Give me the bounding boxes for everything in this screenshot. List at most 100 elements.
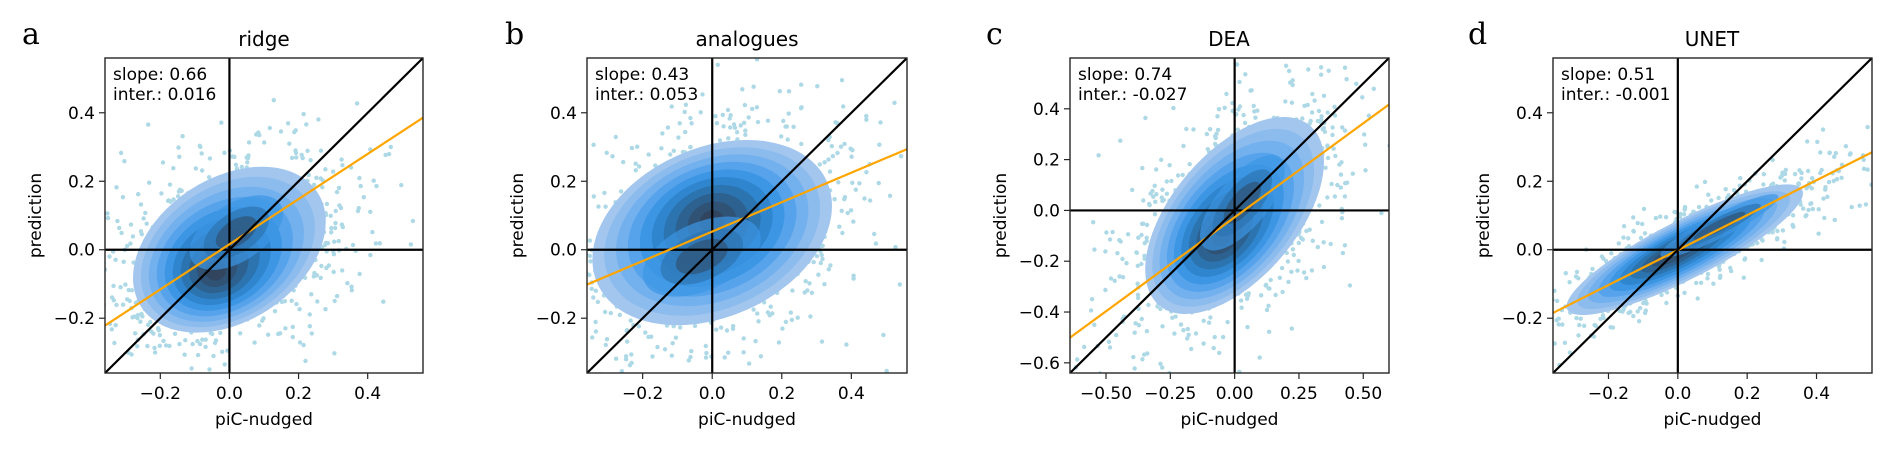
scatter-point [290,324,295,330]
scatter-point [91,339,95,343]
scatter-point [1626,236,1631,241]
y-axis-label: prediction [508,173,528,258]
scatter-point [1642,310,1648,316]
scatter-point [799,82,804,87]
scatter-point [147,180,152,185]
panel-title: analogues [695,27,798,51]
scatter-point [129,352,134,357]
scatter-point [1493,323,1497,327]
scatter-point [876,180,881,186]
scatter-point [1755,240,1760,246]
scatter-point [1207,127,1213,132]
intercept-annotation: inter.: 0.053 [595,85,698,105]
scatter-point [826,267,831,272]
scatter-point [172,331,178,336]
scatter-point [853,187,858,192]
y-tick-label: 0.2 [1033,151,1060,171]
scatter-point [727,116,732,121]
scatter-point [357,175,362,181]
scatter-point [1643,298,1648,304]
scatter-point [130,234,136,239]
scatter-point [1304,228,1309,234]
scatter-point [1107,345,1113,350]
scatter-point [850,148,855,153]
scatter-point [1170,315,1175,320]
scatter-point [1849,204,1854,210]
scatter-point [203,337,208,342]
scatter-point [283,326,288,331]
scatter-point [345,281,350,286]
scatter-point [1181,143,1186,149]
scatter-point [1132,366,1137,371]
y-tick-label: 0.4 [1033,100,1060,120]
scatter-point [1770,157,1775,163]
scatter-point [617,312,622,318]
scatter-point [1832,154,1837,159]
scatter-point [731,122,737,127]
scatter-point [1342,65,1348,70]
scatter-point [349,284,354,289]
scatter-point [326,263,332,268]
scatter-point [1075,357,1080,362]
scatter-point [587,253,593,259]
scatter-point [751,307,756,312]
scatter-point [881,332,886,338]
scatter-point [892,100,897,106]
x-tick-label: 0.50 [1344,384,1382,404]
scatter-point [1139,232,1144,238]
scatter-point [629,352,634,357]
scatter-point [1193,331,1199,336]
scatter-point [180,134,185,139]
scatter-point [1658,214,1663,219]
scatter-point [809,290,815,295]
scatter-point [177,154,182,159]
scatter-point [289,155,295,161]
scatter-point [1321,93,1327,99]
scatter-point [1164,179,1170,184]
scatter-point [1823,187,1828,192]
scatter-point [1338,185,1344,190]
scatter-point [1134,250,1140,255]
scatter-point [325,241,331,246]
scatter-point [1206,320,1212,325]
x-tick-label: 0.4 [838,384,865,404]
scatter-point [1213,141,1218,147]
scatter-point [1834,177,1840,182]
scatter-point [340,163,345,168]
scatter-point [714,327,719,332]
scatter-point [1620,309,1625,314]
scatter-point [560,198,564,202]
scatter-point [1717,267,1722,272]
scatter-point [1103,287,1108,293]
scatter-point [1592,322,1597,328]
scatter-point [1300,237,1306,242]
scatter-point [1806,207,1811,213]
scatter-point [207,156,213,161]
scatter-point [726,350,731,355]
scatter-point [556,285,560,289]
scatter-point [220,349,225,354]
scatter-point [677,121,682,126]
x-axis-label: piC-nudged [1664,410,1762,430]
scatter-point [688,115,693,121]
scatter-point [1125,232,1131,237]
scatter-point [1216,107,1222,112]
scatter-point [849,154,854,159]
scatter-point [171,166,176,171]
scatter-point [1796,182,1802,187]
scatter-point [1208,315,1213,320]
scatter-point [811,259,816,265]
scatter-point [316,117,321,122]
scatter-point [1279,265,1285,271]
scatter-point [1616,241,1622,246]
scatter-point [1486,317,1490,321]
scatter-point [819,252,824,258]
scatter-point [1286,68,1292,74]
scatter-point [588,259,593,264]
scatter-point [120,195,126,200]
scatter-point [700,92,705,97]
scatter-point [1152,183,1157,188]
scatter-point [636,324,642,329]
slope-annotation: slope: 0.43 [595,65,689,85]
scatter-point [1115,379,1119,383]
